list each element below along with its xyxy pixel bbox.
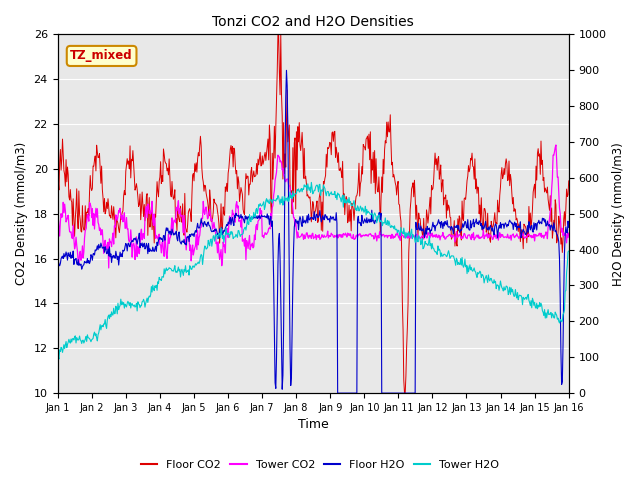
Tower CO2 bbox=[565, 230, 573, 236]
Line: Tower H2O: Tower H2O bbox=[58, 182, 569, 359]
Floor H2O bbox=[54, 263, 61, 269]
Tower H2O bbox=[55, 356, 63, 362]
Floor CO2 bbox=[168, 194, 175, 200]
Tower H2O bbox=[168, 268, 176, 274]
Floor H2O bbox=[392, 390, 399, 396]
Floor H2O bbox=[63, 252, 70, 258]
Line: Tower CO2: Tower CO2 bbox=[58, 145, 569, 268]
Tower H2O bbox=[63, 342, 71, 348]
Floor CO2 bbox=[63, 179, 70, 185]
Tower CO2 bbox=[390, 235, 398, 240]
Floor H2O bbox=[283, 68, 291, 73]
Tower CO2 bbox=[54, 228, 61, 233]
Tower H2O bbox=[54, 352, 61, 358]
Tower H2O bbox=[376, 217, 384, 223]
Legend: Floor CO2, Tower CO2, Floor H2O, Tower H2O: Floor CO2, Tower CO2, Floor H2O, Tower H… bbox=[136, 456, 504, 474]
Y-axis label: H2O Density (mmol/m3): H2O Density (mmol/m3) bbox=[612, 142, 625, 286]
Tower H2O bbox=[116, 303, 124, 309]
Floor CO2 bbox=[390, 175, 398, 181]
Floor H2O bbox=[195, 225, 202, 230]
Y-axis label: CO2 Density (mmol/m3): CO2 Density (mmol/m3) bbox=[15, 142, 28, 285]
Text: TZ_mixed: TZ_mixed bbox=[70, 49, 133, 62]
Tower CO2 bbox=[552, 142, 560, 148]
Floor CO2 bbox=[195, 150, 202, 156]
Title: Tonzi CO2 and H2O Densities: Tonzi CO2 and H2O Densities bbox=[212, 15, 414, 29]
Floor CO2 bbox=[116, 230, 124, 236]
Tower CO2 bbox=[105, 265, 113, 271]
Floor CO2 bbox=[274, 32, 282, 37]
Tower H2O bbox=[565, 248, 573, 254]
Floor CO2 bbox=[376, 193, 383, 199]
Floor H2O bbox=[116, 255, 124, 261]
Line: Floor H2O: Floor H2O bbox=[58, 71, 569, 393]
Floor H2O bbox=[565, 225, 573, 230]
Floor CO2 bbox=[565, 178, 573, 184]
X-axis label: Time: Time bbox=[298, 419, 328, 432]
Floor H2O bbox=[334, 390, 342, 396]
Tower H2O bbox=[307, 180, 315, 185]
Tower CO2 bbox=[168, 215, 176, 221]
Tower H2O bbox=[392, 227, 399, 233]
Line: Floor CO2: Floor CO2 bbox=[58, 35, 569, 393]
Floor CO2 bbox=[54, 199, 61, 204]
Tower CO2 bbox=[116, 205, 124, 211]
Floor H2O bbox=[168, 232, 175, 238]
Tower H2O bbox=[195, 261, 203, 266]
Tower CO2 bbox=[376, 229, 383, 235]
Tower CO2 bbox=[63, 217, 70, 223]
Floor H2O bbox=[376, 216, 384, 222]
Tower CO2 bbox=[195, 235, 203, 241]
Floor CO2 bbox=[401, 390, 408, 396]
